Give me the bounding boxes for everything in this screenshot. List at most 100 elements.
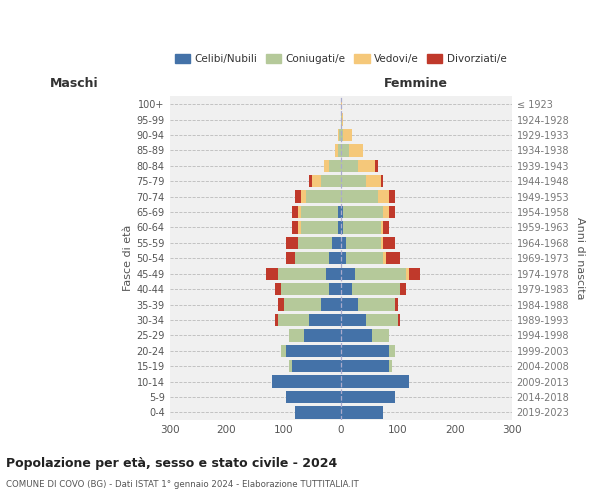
Bar <box>341 344 389 357</box>
Bar <box>341 175 366 188</box>
Bar <box>281 283 329 296</box>
Bar <box>341 190 377 203</box>
Bar <box>340 129 341 141</box>
Bar <box>292 222 298 234</box>
Bar <box>343 222 380 234</box>
Bar <box>383 206 389 218</box>
Bar <box>286 344 341 357</box>
Bar <box>286 252 295 264</box>
Bar <box>341 236 346 249</box>
Bar <box>380 236 383 249</box>
Bar <box>341 268 355 280</box>
Bar <box>338 222 341 234</box>
Bar <box>266 268 278 280</box>
Bar <box>309 175 312 188</box>
Text: Popolazione per età, sesso e stato civile - 2024: Popolazione per età, sesso e stato civil… <box>6 458 337 470</box>
Bar <box>320 175 341 188</box>
Bar <box>377 190 389 203</box>
Bar <box>383 236 395 249</box>
Bar <box>346 252 383 264</box>
Bar <box>341 160 358 172</box>
Bar <box>275 283 281 296</box>
Bar <box>320 298 341 310</box>
Bar <box>326 268 341 280</box>
Bar <box>400 283 406 296</box>
Bar <box>341 98 342 110</box>
Bar <box>343 129 352 141</box>
Bar <box>341 114 342 126</box>
Bar <box>272 376 341 388</box>
Bar <box>275 314 278 326</box>
Bar <box>341 314 366 326</box>
Bar <box>341 376 409 388</box>
Bar <box>366 175 380 188</box>
Bar <box>341 329 372 342</box>
Bar <box>383 222 389 234</box>
Bar <box>380 175 383 188</box>
Bar <box>295 190 301 203</box>
Bar <box>398 314 400 326</box>
Bar <box>341 129 343 141</box>
Text: Femmine: Femmine <box>384 77 448 90</box>
Bar <box>343 206 383 218</box>
Bar <box>278 268 326 280</box>
Bar <box>307 190 341 203</box>
Bar <box>301 190 307 203</box>
Bar <box>304 329 341 342</box>
Bar <box>355 268 406 280</box>
Y-axis label: Anni di nascita: Anni di nascita <box>575 217 585 300</box>
Bar <box>366 314 398 326</box>
Bar <box>341 252 346 264</box>
Bar <box>323 160 329 172</box>
Bar <box>346 236 380 249</box>
Bar <box>375 160 377 172</box>
Legend: Celibi/Nubili, Coniugati/e, Vedovi/e, Divorziati/e: Celibi/Nubili, Coniugati/e, Vedovi/e, Di… <box>170 50 511 68</box>
Bar <box>409 268 421 280</box>
Bar <box>341 283 352 296</box>
Bar <box>386 252 400 264</box>
Bar <box>389 190 395 203</box>
Bar <box>312 175 320 188</box>
Bar <box>281 344 286 357</box>
Bar <box>352 283 400 296</box>
Bar <box>406 268 409 280</box>
Bar <box>284 298 320 310</box>
Bar <box>358 298 395 310</box>
Bar <box>341 391 395 403</box>
Bar <box>338 206 341 218</box>
Bar <box>341 206 343 218</box>
Bar <box>329 252 341 264</box>
Bar <box>301 222 338 234</box>
Bar <box>389 360 392 372</box>
Bar <box>341 360 389 372</box>
Bar <box>301 206 338 218</box>
Bar <box>286 236 298 249</box>
Bar <box>295 252 329 264</box>
Bar <box>341 222 343 234</box>
Bar <box>389 344 395 357</box>
Bar <box>335 144 338 156</box>
Bar <box>298 222 301 234</box>
Bar <box>341 406 383 418</box>
Bar <box>332 236 341 249</box>
Bar <box>358 160 375 172</box>
Bar <box>329 160 341 172</box>
Bar <box>295 406 341 418</box>
Bar <box>395 298 398 310</box>
Bar <box>286 391 341 403</box>
Text: Maschi: Maschi <box>49 77 98 90</box>
Bar <box>342 114 343 126</box>
Bar <box>309 314 341 326</box>
Y-axis label: Fasce di età: Fasce di età <box>124 225 133 292</box>
Bar <box>338 144 341 156</box>
Bar <box>380 222 383 234</box>
Bar <box>289 329 304 342</box>
Text: COMUNE DI COVO (BG) - Dati ISTAT 1° gennaio 2024 - Elaborazione TUTTITALIA.IT: COMUNE DI COVO (BG) - Dati ISTAT 1° genn… <box>6 480 359 489</box>
Bar <box>383 252 386 264</box>
Bar <box>349 144 364 156</box>
Bar <box>389 206 395 218</box>
Bar <box>292 206 298 218</box>
Bar <box>292 360 341 372</box>
Bar <box>289 360 292 372</box>
Bar <box>278 314 309 326</box>
